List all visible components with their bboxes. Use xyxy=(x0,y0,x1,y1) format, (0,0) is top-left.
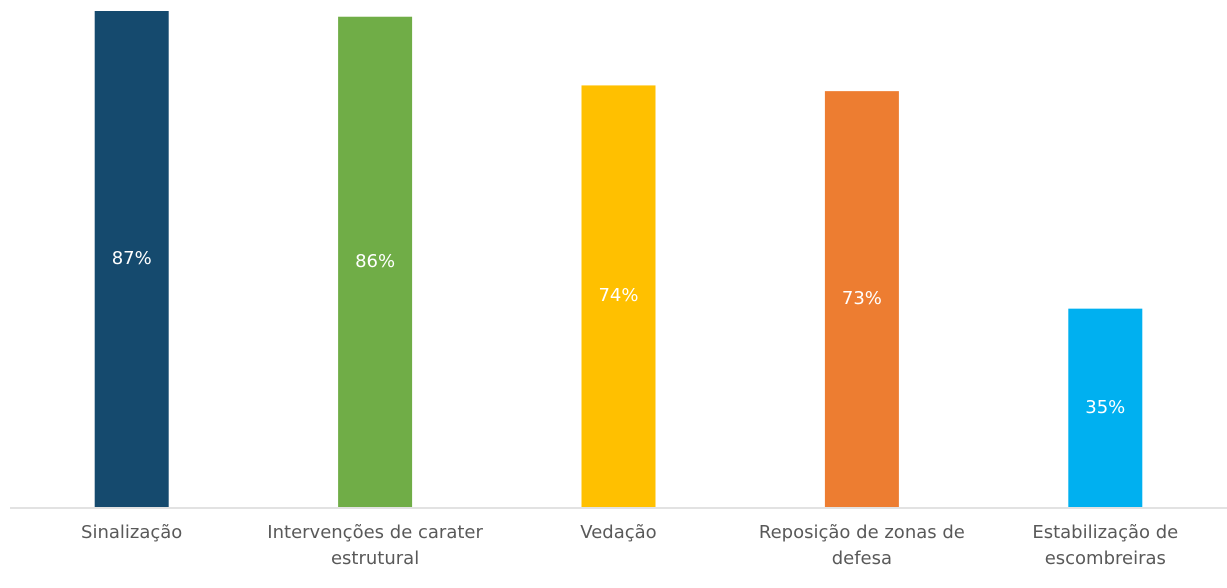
x-tick-label: Reposição de zonas de defesa xyxy=(758,522,965,569)
data-label: 87% xyxy=(112,248,152,269)
x-tick-label: Estabilização de escombreiras xyxy=(1032,522,1179,569)
data-label: 35% xyxy=(1085,397,1125,418)
x-tick-label: Vedação xyxy=(580,522,657,543)
bar xyxy=(579,83,658,510)
data-label: 73% xyxy=(842,288,882,309)
x-tick-label: Intervenções de carater estrutural xyxy=(267,522,483,569)
x-tick-label: Sinalização xyxy=(81,522,183,543)
data-label: 86% xyxy=(355,251,395,272)
bar xyxy=(336,14,415,509)
bar xyxy=(822,89,901,509)
data-label: 74% xyxy=(598,285,638,306)
bar xyxy=(92,9,171,509)
